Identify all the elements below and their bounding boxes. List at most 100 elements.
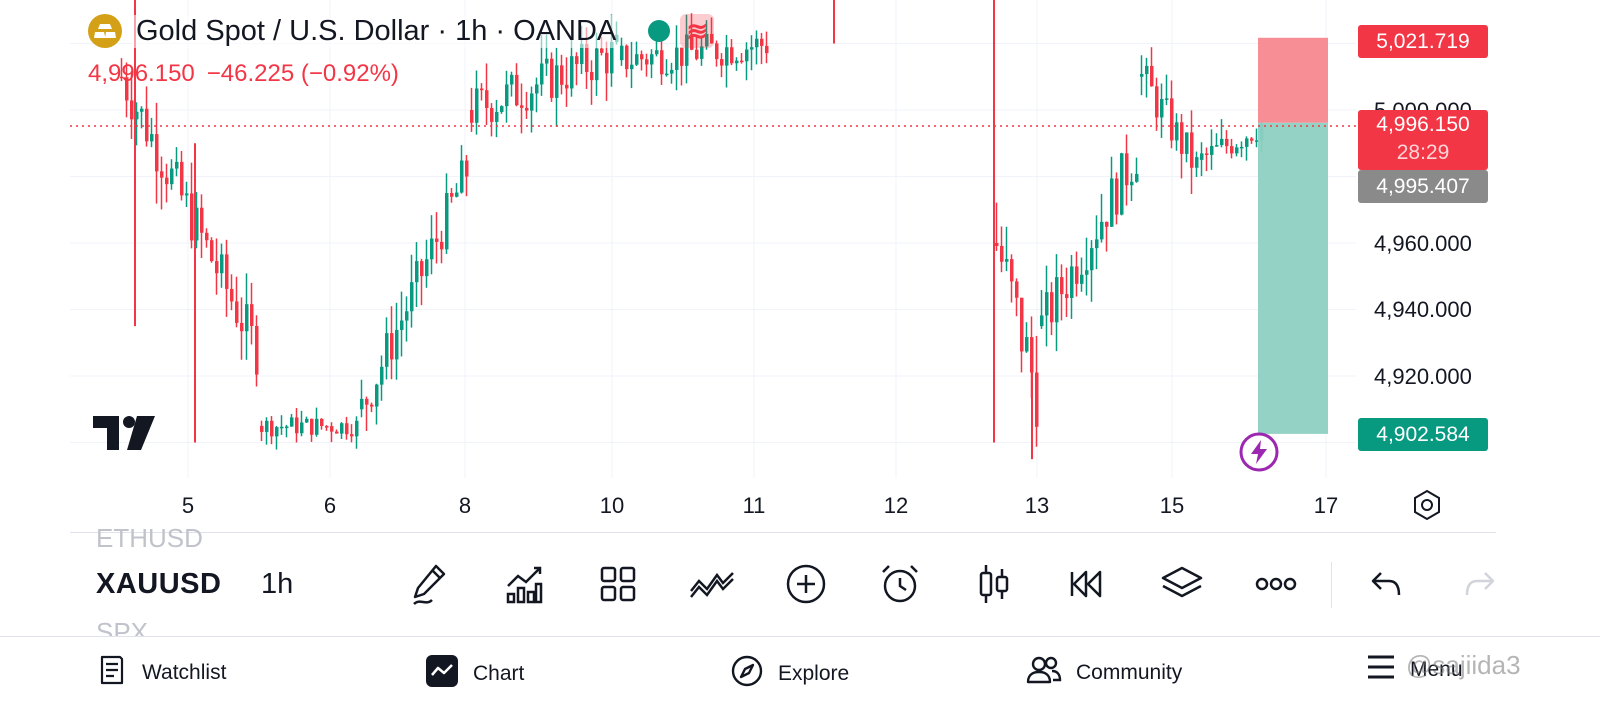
price-chart[interactable]	[0, 0, 1600, 530]
candle-body	[735, 60, 739, 64]
candle-body	[435, 238, 439, 242]
redo-icon[interactable]	[1456, 560, 1504, 608]
candle-body	[145, 108, 149, 142]
chart-area[interactable]: Gold Spot / U.S. Dollar · 1h · OANDA ≋ 4…	[0, 0, 1600, 530]
candle-body	[320, 418, 324, 427]
candle-body	[660, 50, 664, 75]
symbol-ghost-above[interactable]: ETHUSD	[96, 523, 203, 551]
candle-body	[330, 426, 334, 432]
candle-body	[160, 171, 164, 178]
nav-chart[interactable]: Chart	[425, 654, 524, 694]
replay-icon[interactable]	[1064, 560, 1112, 608]
candle-body	[1235, 147, 1239, 154]
price-change-row: 4,996.150 −46.225 (−0.92%)	[88, 60, 411, 88]
chart-settings-icon[interactable]	[1411, 489, 1443, 526]
candle-body	[210, 240, 214, 262]
nav-community[interactable]: Community	[1026, 654, 1182, 692]
candle-body	[310, 418, 314, 435]
candle-body	[1225, 138, 1229, 147]
candle-body	[245, 304, 249, 332]
candle-body	[270, 420, 274, 437]
community-icon	[1026, 654, 1062, 692]
candle-body	[1095, 239, 1099, 249]
indicators-icon[interactable]	[500, 560, 548, 608]
candle-body	[715, 43, 719, 60]
candle-body	[370, 404, 374, 407]
candle-body	[255, 326, 259, 375]
candle-body	[415, 261, 419, 283]
candle-body	[445, 193, 449, 250]
candle-body	[545, 58, 549, 64]
nav-watchlist[interactable]: Watchlist	[96, 654, 226, 692]
candle-body	[470, 110, 474, 123]
candle-body	[1050, 292, 1054, 323]
candle-body	[755, 38, 759, 48]
more-icon[interactable]	[1252, 560, 1300, 608]
market-status-dot[interactable]	[648, 20, 671, 42]
candle-body	[600, 48, 604, 53]
symbol-header[interactable]: Gold Spot / U.S. Dollar · 1h · OANDA ≋	[88, 14, 715, 48]
watchlist-icon	[96, 654, 128, 692]
symbol-ghost-below[interactable]: SPX	[96, 618, 149, 636]
candle-body	[710, 33, 714, 44]
candle-body	[1140, 74, 1144, 77]
tradingview-logo	[93, 416, 157, 455]
nav-explore-label: Explore	[778, 662, 850, 685]
nav-watchlist-label: Watchlist	[142, 661, 227, 684]
symbol-title[interactable]: Gold Spot / U.S. Dollar · 1h · OANDA	[132, 14, 621, 48]
nav-explore[interactable]: Explore	[730, 654, 849, 694]
candle-body	[605, 52, 609, 74]
candle-body	[620, 45, 624, 61]
wave-icon[interactable]: ≋	[680, 14, 715, 48]
candle-body	[170, 168, 174, 185]
candle-body	[550, 58, 554, 98]
candles-layer	[120, 0, 1264, 460]
candle-body	[1080, 274, 1084, 284]
timeframe-selector[interactable]: 1h	[261, 568, 294, 600]
candle-body	[335, 431, 339, 434]
candle-body	[555, 65, 559, 98]
price-axis-label: 4,940.000	[1374, 297, 1472, 322]
candle-body	[560, 65, 564, 85]
watermark: @sajiida3	[1406, 650, 1521, 680]
templates-icon[interactable]	[688, 560, 736, 608]
candle-body	[305, 418, 309, 423]
layouts-grid-icon[interactable]	[594, 560, 642, 608]
stop-price-label: 4,902.584	[1358, 418, 1488, 451]
candle-body	[220, 254, 224, 274]
candle-body	[195, 207, 199, 241]
candle-body	[1130, 181, 1134, 186]
candle-body	[275, 427, 279, 437]
candle-body	[395, 329, 399, 360]
lightning-icon[interactable]	[1239, 432, 1279, 472]
candle-body	[1170, 98, 1174, 141]
nav-menu[interactable]: Menu	[1366, 654, 1463, 686]
candle-body	[540, 63, 544, 85]
candle-body	[490, 107, 494, 122]
candle-body	[675, 47, 679, 70]
undo-icon[interactable]	[1362, 560, 1410, 608]
candlestick-type-icon[interactable]	[970, 560, 1018, 608]
drawing-pencil-icon[interactable]	[406, 560, 454, 608]
candle-body	[325, 426, 329, 428]
alarm-clock-icon[interactable]	[876, 560, 924, 608]
candle-body	[480, 88, 484, 91]
candle-body	[645, 59, 649, 65]
candle-body	[485, 90, 489, 108]
layers-icon[interactable]	[1158, 560, 1206, 608]
candle-body	[495, 111, 499, 122]
candle-body	[285, 426, 289, 429]
symbol-selector[interactable]: XAUUSD	[96, 568, 222, 600]
add-plus-icon[interactable]	[782, 560, 830, 608]
candle-body	[175, 161, 179, 169]
candle-body	[295, 417, 299, 434]
candle-body	[700, 46, 704, 59]
candle-body	[530, 93, 534, 111]
candle-body	[290, 417, 294, 427]
candle-body	[635, 54, 639, 65]
candle-body	[250, 304, 254, 327]
candle-body	[1040, 315, 1044, 327]
price-change: −46.225 (−0.92%)	[206, 60, 399, 87]
candle-body	[120, 76, 124, 79]
candle-body	[400, 320, 404, 330]
